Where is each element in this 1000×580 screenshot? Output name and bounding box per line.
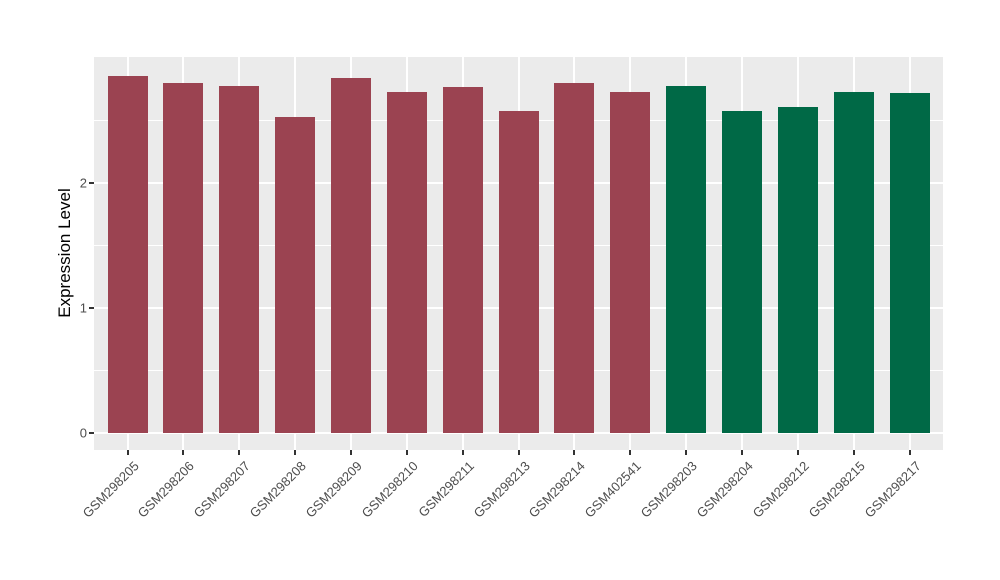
x-tick-label: GSM298211 [414,458,477,520]
x-tick-mark [573,450,576,455]
x-tick-label: GSM298204 [693,458,756,521]
x-tick-label: GSM298209 [302,458,365,521]
x-tick-label: GSM298205 [79,458,142,521]
x-tick-mark [740,450,743,455]
x-tick-mark [238,450,241,455]
y-tick-mark [89,432,94,434]
y-tick-mark [89,182,94,184]
x-tick-mark [796,450,799,455]
bar-GSM298214 [554,83,595,433]
y-axis-title: Expression Level [55,188,74,318]
x-tick-mark [852,450,855,455]
x-tick-label: GSM298213 [470,458,533,521]
bar-GSM298204 [721,110,762,433]
x-tick-mark [908,450,911,455]
bar-GSM298212 [777,106,818,434]
bar-GSM298208 [275,116,316,434]
x-tick-mark [685,450,688,455]
x-tick-label: GSM298214 [526,458,589,521]
x-tick-mark [405,450,408,455]
y-tick-label: 1 [79,300,87,316]
x-tick-mark [182,450,185,455]
x-tick-label: GSM298212 [749,458,812,521]
bar-GSM298203 [666,85,707,433]
x-tick-mark [629,450,632,455]
x-tick-mark [517,450,520,455]
x-tick-mark [461,450,464,455]
y-tick-label: 2 [79,175,87,191]
x-tick-mark [349,450,352,455]
x-tick-label: GSM298210 [358,458,421,521]
x-tick-label: GSM298217 [861,458,924,521]
bar-GSM298205 [107,75,148,433]
x-tick-label: GSM298215 [805,458,868,521]
x-tick-label: GSM298203 [637,458,701,521]
bar-GSM298210 [386,91,427,434]
x-tick-label: GSM298208 [246,458,310,521]
x-tick-label: GSM402541 [581,458,645,521]
x-tick-mark [294,450,297,455]
bar-GSM298211 [442,86,483,434]
bar-GSM298215 [833,91,874,434]
y-tick-label: 0 [79,425,87,441]
bar-GSM298209 [330,78,371,433]
bar-GSM298213 [498,110,539,433]
bar-GSM298206 [163,83,204,433]
bar-GSM298217 [889,93,930,433]
plot-panel [94,57,943,450]
x-tick-label: GSM298207 [190,458,254,521]
y-tick-mark [89,307,94,309]
x-tick-label: GSM298206 [135,458,198,521]
bar-GSM298207 [219,85,260,433]
bar-GSM402541 [610,91,651,434]
x-tick-mark [126,450,129,455]
